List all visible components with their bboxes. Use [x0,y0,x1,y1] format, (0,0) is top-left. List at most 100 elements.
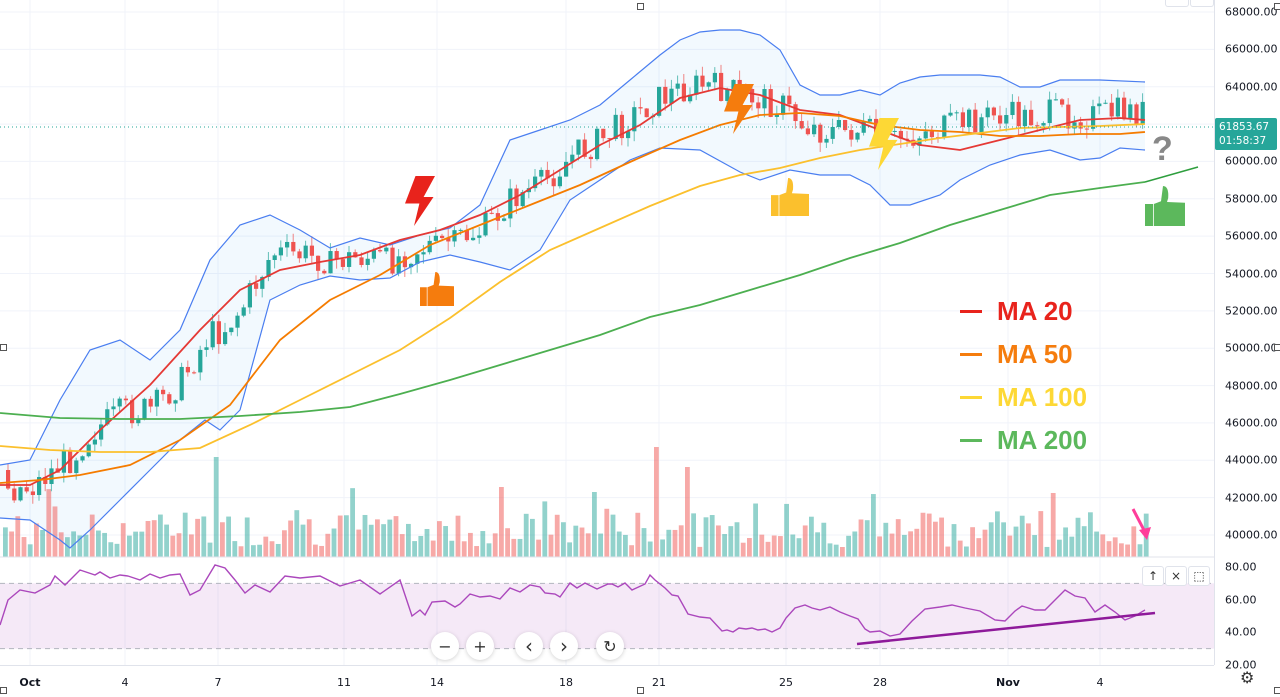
candle-body [86,444,91,457]
volume-bar [288,520,293,557]
volume-bar [945,546,951,557]
volume-bar [802,525,808,557]
volume-bar [350,488,355,557]
volume-bar [647,541,653,557]
candle-body [812,124,817,135]
volume-bar [368,524,374,557]
volume-bar [629,545,634,557]
volume-bar [585,533,591,557]
candle-body [557,176,562,187]
candle-body [1072,122,1077,129]
volume-bar [449,540,455,557]
candle-body [861,121,866,133]
time-axis[interactable]: Oct 4 7 11 14 18 21 25 28 Nov 4 [0,665,1214,697]
zoom-out-button[interactable]: − [431,632,459,660]
volume-bar [65,537,70,557]
legend-swatch [960,396,982,399]
candle-body [464,229,469,241]
candle-body [433,235,438,241]
volume-bar [492,533,498,557]
volume-bar [319,545,324,557]
candle-body [1016,101,1021,127]
volume-bar [34,523,39,557]
candle-body [446,237,451,242]
volume-bar [381,524,386,557]
candle-body [74,460,79,474]
volume-bar [784,503,789,557]
scroll-left-button[interactable]: ‹ [515,632,543,660]
volume-bar [406,523,411,557]
volume-bar [939,517,944,557]
candle-body [1115,97,1120,117]
volume-bar [108,542,114,557]
maximize-pane-button[interactable]: ⬚ [1188,566,1210,586]
thumbs-up-icon [1145,186,1185,226]
selection-handle[interactable] [1274,687,1280,694]
candle-body [309,245,314,256]
volume-bar [964,546,969,557]
price-tick-label: 68000.00 [1225,5,1278,19]
candle-body [111,406,116,410]
scroll-right-button[interactable]: › [550,632,578,660]
close-pane-button[interactable]: × [1165,566,1187,586]
volume-bar [920,512,926,557]
candle-body [334,251,339,260]
candle-body [1078,122,1083,129]
selection-handle[interactable] [637,3,644,10]
volume-bar [579,527,585,557]
candle-body [520,192,525,207]
volume-bar [362,514,368,557]
candle-body [291,241,296,252]
ma-legend: MA 20 MA 50 MA 100 MA 200 [960,290,1087,462]
candle-body [824,138,829,143]
candle-body [1041,123,1046,126]
volume-bar [375,519,380,557]
selection-handle[interactable] [1274,3,1280,10]
arrow-head-icon [1139,527,1151,540]
volume-bar [635,512,641,557]
bollinger-fill [0,30,1145,548]
move-pane-up-button[interactable]: ↑ [1142,566,1164,586]
candle-body [421,252,426,255]
price-tick-label: 56000.00 [1225,229,1278,243]
volume-bar [1106,541,1112,557]
volume-bar [908,531,913,557]
candle-body [843,120,848,131]
legend-label: MA 50 [997,339,1073,369]
selection-handle[interactable] [0,344,7,351]
ma-line [0,181,1146,420]
candle-body [508,188,513,219]
lightning-icon [724,84,754,134]
volume-bar [189,534,194,557]
bar-countdown: 01:58:37 [1219,135,1267,147]
selection-handle[interactable] [637,687,644,694]
candle-body [254,283,259,289]
zoom-in-button[interactable]: + [466,632,494,660]
candle-body [892,130,897,132]
volume-bar [151,520,157,557]
volume-bar [511,538,517,557]
candle-body [322,270,327,274]
selection-handle[interactable] [1274,344,1280,351]
volume-bar [46,489,52,557]
volume-bar [604,508,610,557]
candle-body [669,88,674,104]
reset-chart-button[interactable]: ↻ [596,632,624,660]
ma-line [0,87,1146,486]
volume-bar [232,541,238,557]
selection-handle[interactable] [0,687,7,694]
volume-bar [1013,526,1019,557]
candle-body [402,256,407,268]
candle-body [396,256,401,274]
price-axis[interactable]: 68000.0066000.0064000.0062000.0060000.00… [1214,0,1280,672]
candle-body [285,241,290,248]
volume-bar [517,538,523,557]
candle-body [675,83,680,89]
volume-bar [685,467,690,557]
settings-icon[interactable]: ⚙ [1240,668,1255,687]
candle-body [427,240,432,253]
candle-body [1060,99,1065,105]
candle-body [266,260,271,277]
volume-bar [269,541,275,557]
candle-body [613,114,618,140]
